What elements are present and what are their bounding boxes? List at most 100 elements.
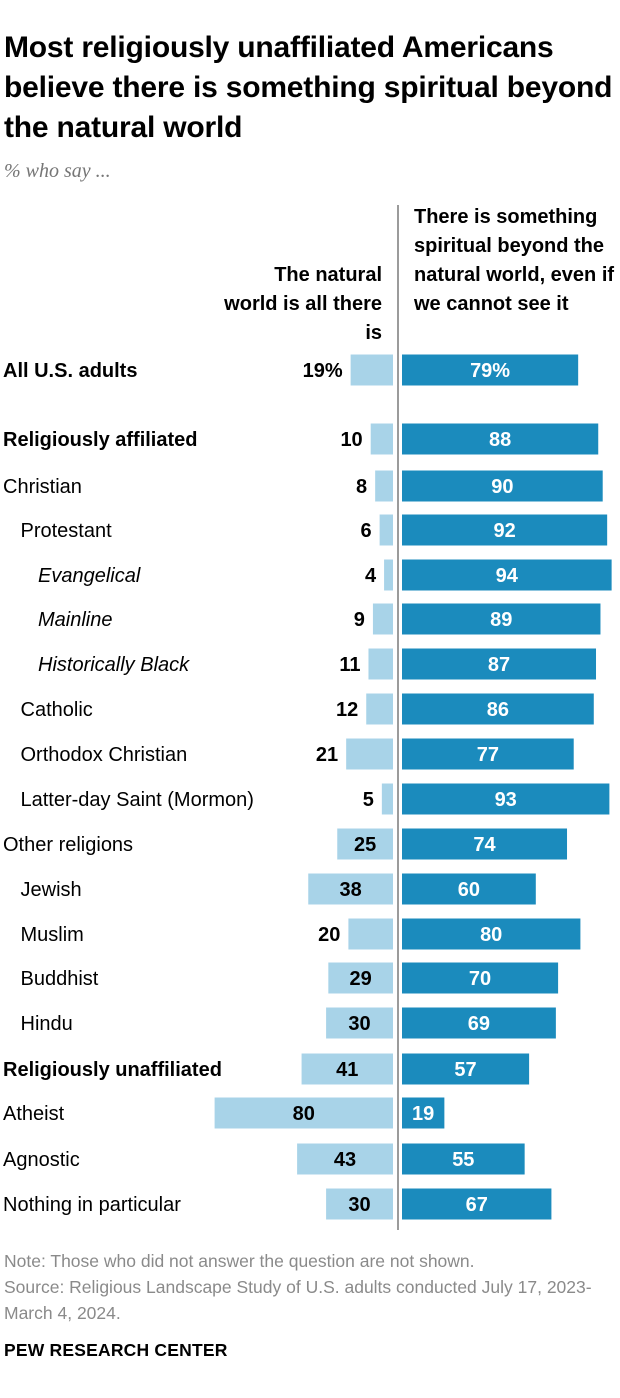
category-label: All U.S. adults <box>3 360 137 382</box>
bar-something-spiritual <box>402 514 608 546</box>
value-label-something-spiritual: 74 <box>473 834 496 856</box>
category-label: Protestant <box>21 520 113 542</box>
category-label: Buddhist <box>21 968 99 990</box>
chart-title: Most religiously unaffiliated Americans … <box>4 31 613 144</box>
value-label-natural-world: 4 <box>365 565 377 587</box>
bar-something-spiritual <box>402 1097 445 1129</box>
category-label: Atheist <box>3 1103 65 1125</box>
value-label-something-spiritual: 67 <box>466 1194 488 1216</box>
bar-natural-world <box>337 828 393 860</box>
value-label-something-spiritual: 77 <box>477 744 499 766</box>
bar-natural-world <box>308 873 393 905</box>
bar-something-spiritual <box>402 693 594 725</box>
bar-something-spiritual <box>402 738 574 770</box>
value-label-natural-world: 41 <box>336 1059 358 1081</box>
bar-something-spiritual <box>402 1053 530 1085</box>
value-label-natural-world: 43 <box>334 1149 356 1171</box>
bar-natural-world <box>297 1143 393 1175</box>
bar-natural-world <box>301 1053 393 1085</box>
value-label-something-spiritual: 19 <box>412 1103 434 1125</box>
value-label-natural-world: 11 <box>339 654 360 676</box>
bar-something-spiritual <box>402 918 581 950</box>
value-label-something-spiritual: 57 <box>454 1059 476 1081</box>
value-label-natural-world: 25 <box>354 834 376 856</box>
bar-something-spiritual <box>402 423 599 455</box>
value-label-something-spiritual: 79% <box>470 360 510 382</box>
category-label: Latter-day Saint (Mormon) <box>21 789 254 811</box>
bar-something-spiritual <box>402 648 597 680</box>
value-label-natural-world: 10 <box>340 429 362 451</box>
chart-subtitle: % who say ... <box>4 160 111 182</box>
note-text: Note: Those who did not answer the quest… <box>4 1251 475 1271</box>
value-label-natural-world: 30 <box>348 1013 370 1035</box>
bar-something-spiritual <box>402 1188 552 1220</box>
bar-something-spiritual <box>402 828 568 860</box>
value-label-natural-world: 5 <box>363 789 374 811</box>
category-label: Catholic <box>21 699 93 721</box>
category-label: Religiously unaffiliated <box>3 1059 222 1081</box>
bar-natural-world <box>381 783 393 815</box>
category-label: Jewish <box>21 879 82 901</box>
value-label-something-spiritual: 69 <box>468 1013 490 1035</box>
bar-natural-world <box>366 693 393 725</box>
value-label-natural-world: 12 <box>336 699 358 721</box>
org-logo-text: PEW RESEARCH CENTER <box>4 1340 228 1360</box>
bar-something-spiritual <box>402 354 579 386</box>
legend-something-spiritual: There is something spiritual beyond the … <box>414 206 615 315</box>
bar-natural-world <box>348 918 393 950</box>
bar-something-spiritual <box>402 1007 556 1039</box>
category-label: Mainline <box>38 609 112 631</box>
value-label-natural-world: 21 <box>316 744 338 766</box>
value-label-something-spiritual: 60 <box>458 879 480 901</box>
chart-notes: Note: Those who did not answer the quest… <box>4 1248 614 1326</box>
category-label: Nothing in particular <box>3 1194 181 1216</box>
value-label-something-spiritual: 89 <box>490 609 512 631</box>
value-label-something-spiritual: 80 <box>480 924 502 946</box>
value-label-natural-world: 80 <box>293 1103 315 1125</box>
value-label-natural-world: 20 <box>318 924 340 946</box>
bar-natural-world <box>326 1188 393 1220</box>
bar-something-spiritual <box>402 603 601 635</box>
value-label-something-spiritual: 86 <box>487 699 509 721</box>
bar-natural-world <box>350 354 393 386</box>
value-label-something-spiritual: 94 <box>496 565 519 587</box>
category-label: Other religions <box>3 834 133 856</box>
bar-something-spiritual <box>402 559 612 591</box>
bar-natural-world <box>368 648 393 680</box>
value-label-natural-world: 8 <box>356 476 367 498</box>
value-label-something-spiritual: 92 <box>493 520 515 542</box>
bar-natural-world <box>214 1097 393 1129</box>
bar-natural-world <box>370 423 393 455</box>
category-label: Muslim <box>21 924 84 946</box>
diverging-bar-chart: 19% 79% All U.S. adults 10 88 Religiously aff… <box>3 205 612 1230</box>
value-label-something-spiritual: 70 <box>469 968 491 990</box>
value-label-something-spiritual: 90 <box>491 476 513 498</box>
value-label-natural-world: 9 <box>354 609 365 631</box>
source-text: Source: Religious Landscape Study of U.S… <box>4 1277 592 1323</box>
bar-natural-world <box>326 1007 393 1039</box>
category-label: Christian <box>3 476 82 498</box>
category-label: Hindu <box>21 1013 73 1035</box>
bar-something-spiritual <box>402 962 559 994</box>
value-label-something-spiritual: 87 <box>488 654 510 676</box>
value-label-something-spiritual: 93 <box>495 789 517 811</box>
bar-natural-world <box>379 514 393 546</box>
legend-natural-world: The natural world is all there is <box>224 264 382 344</box>
category-label: Agnostic <box>3 1149 80 1171</box>
value-label-something-spiritual: 88 <box>489 429 511 451</box>
category-label: Religiously affiliated <box>3 429 197 451</box>
bar-natural-world <box>384 559 393 591</box>
bar-natural-world <box>328 962 393 994</box>
category-label: Evangelical <box>38 565 141 587</box>
bar-natural-world <box>372 603 393 635</box>
category-label: Historically Black <box>38 654 190 676</box>
category-label: Orthodox Christian <box>21 744 188 766</box>
bar-something-spiritual <box>402 1143 525 1175</box>
bar-natural-world <box>346 738 393 770</box>
value-label-natural-world: 29 <box>350 968 372 990</box>
value-label-natural-world: 6 <box>360 520 371 542</box>
bar-natural-world <box>375 470 393 502</box>
value-label-something-spiritual: 55 <box>452 1149 474 1171</box>
value-label-natural-world: 30 <box>348 1194 370 1216</box>
bar-something-spiritual <box>402 470 603 502</box>
